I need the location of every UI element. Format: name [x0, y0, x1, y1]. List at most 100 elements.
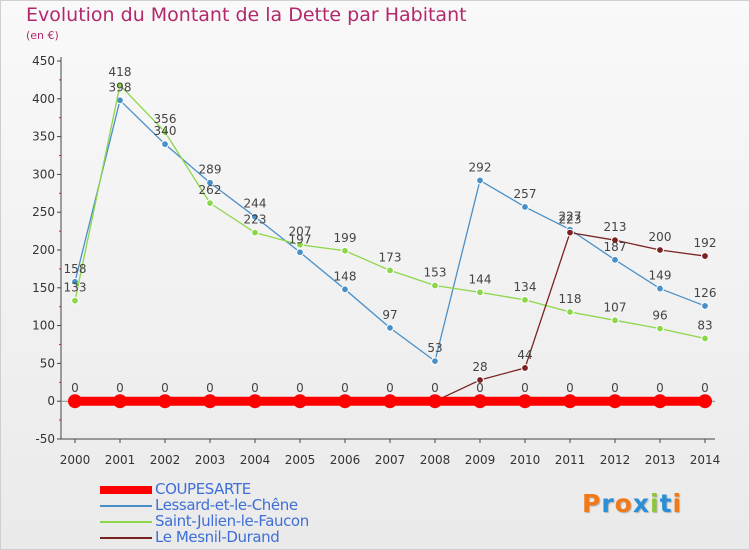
- legend-label: COUPESARTE: [155, 480, 251, 498]
- series-point: [521, 295, 529, 304]
- series-point: [296, 248, 304, 257]
- data-label: 398: [109, 80, 132, 94]
- data-label: 0: [71, 381, 79, 395]
- series-point: [158, 394, 172, 409]
- legend-swatch: [100, 486, 152, 494]
- data-label: 192: [694, 236, 717, 250]
- legend-swatch: [100, 537, 152, 539]
- series-point: [341, 285, 349, 294]
- data-label: 133: [64, 281, 87, 295]
- series-point: [698, 394, 712, 409]
- x-tick-label: 2006: [330, 453, 361, 467]
- data-label: 0: [656, 381, 664, 395]
- brand-letter: i: [672, 489, 683, 518]
- series-point: [341, 246, 349, 255]
- data-label: 187: [604, 240, 627, 254]
- data-label: 149: [649, 269, 672, 283]
- chart-subtitle: (en €): [26, 29, 59, 42]
- series-point: [608, 394, 622, 409]
- data-label: 0: [161, 381, 169, 395]
- data-label: 96: [652, 309, 667, 323]
- series-point: [611, 236, 619, 245]
- x-tick-label: 2010: [510, 453, 541, 467]
- x-tick-label: 2002: [150, 453, 181, 467]
- series-point: [431, 357, 439, 366]
- series-point: [251, 212, 259, 221]
- data-label: 0: [521, 381, 529, 395]
- data-label: 53: [427, 341, 442, 355]
- series-point: [386, 266, 394, 275]
- data-label: 0: [251, 381, 259, 395]
- chart-title: Evolution du Montant de la Dette par Hab…: [26, 4, 467, 26]
- x-tick-label: 2011: [555, 453, 586, 467]
- x-tick-label: 2005: [285, 453, 316, 467]
- series-point: [113, 394, 127, 409]
- series-point: [293, 394, 307, 409]
- y-tick-label: 250: [32, 205, 55, 219]
- series-point: [431, 281, 439, 290]
- data-label: 223: [244, 213, 267, 227]
- data-label: 0: [611, 381, 619, 395]
- y-tick-label: 300: [32, 167, 55, 181]
- brand-letter: o: [614, 489, 633, 518]
- legend-label: Lessard-et-le-Chêne: [155, 496, 298, 514]
- brand-letter: P: [582, 489, 602, 518]
- data-label: 134: [514, 280, 537, 294]
- data-label: 418: [109, 65, 132, 79]
- legend-label: Le Mesnil-Durand: [155, 528, 280, 546]
- series-point: [611, 316, 619, 325]
- series-point: [566, 228, 574, 237]
- x-tick-label: 2004: [240, 453, 271, 467]
- series-point: [521, 203, 529, 211]
- data-label: 0: [431, 381, 439, 395]
- series-point: [206, 199, 214, 208]
- data-label: 0: [386, 381, 394, 395]
- data-label: 0: [206, 381, 214, 395]
- data-label: 244: [244, 197, 267, 211]
- y-tick-label: 100: [32, 319, 55, 333]
- data-label: 197: [289, 232, 312, 246]
- x-tick-label: 2008: [420, 453, 451, 467]
- brand-letter: t: [659, 489, 673, 518]
- data-label: 207: [289, 225, 312, 239]
- data-label: 262: [199, 183, 222, 197]
- series-point: [476, 288, 484, 297]
- data-label: 44: [517, 348, 532, 362]
- data-label: 158: [64, 262, 87, 276]
- data-label: 28: [472, 360, 487, 374]
- series-point: [521, 364, 529, 372]
- series-point: [656, 284, 664, 293]
- series-point: [68, 394, 82, 409]
- y-tick-label: 50: [40, 356, 55, 370]
- brand-letter: i: [650, 489, 660, 518]
- x-tick-label: 2014: [690, 453, 721, 467]
- x-tick-label: 2009: [465, 453, 496, 467]
- data-label: 0: [566, 381, 574, 395]
- data-label: 0: [296, 381, 304, 395]
- data-label: 200: [649, 230, 672, 244]
- x-tick-label: 2000: [60, 453, 91, 467]
- series-point: [701, 334, 709, 343]
- data-label: 153: [424, 266, 447, 280]
- series-point: [116, 81, 124, 90]
- y-tick-label: -50: [35, 432, 55, 446]
- series-point: [566, 308, 574, 316]
- data-label: 148: [334, 269, 357, 283]
- legend-swatch: [100, 505, 152, 507]
- series-point: [296, 240, 304, 249]
- series-point: [248, 394, 262, 409]
- data-label: 289: [199, 163, 222, 177]
- x-tick-label: 2007: [375, 453, 406, 467]
- data-label: 118: [559, 292, 582, 306]
- series-point: [386, 323, 394, 332]
- x-tick-label: 2001: [105, 453, 136, 467]
- legend-label: Saint-Julien-le-Faucon: [155, 512, 309, 530]
- y-tick-label: 350: [32, 130, 55, 144]
- y-tick-label: 400: [32, 92, 55, 106]
- data-label: 126: [694, 286, 717, 300]
- data-label: 97: [382, 308, 397, 322]
- series-point: [656, 324, 664, 333]
- data-label: 257: [514, 187, 537, 201]
- series-point: [161, 128, 169, 136]
